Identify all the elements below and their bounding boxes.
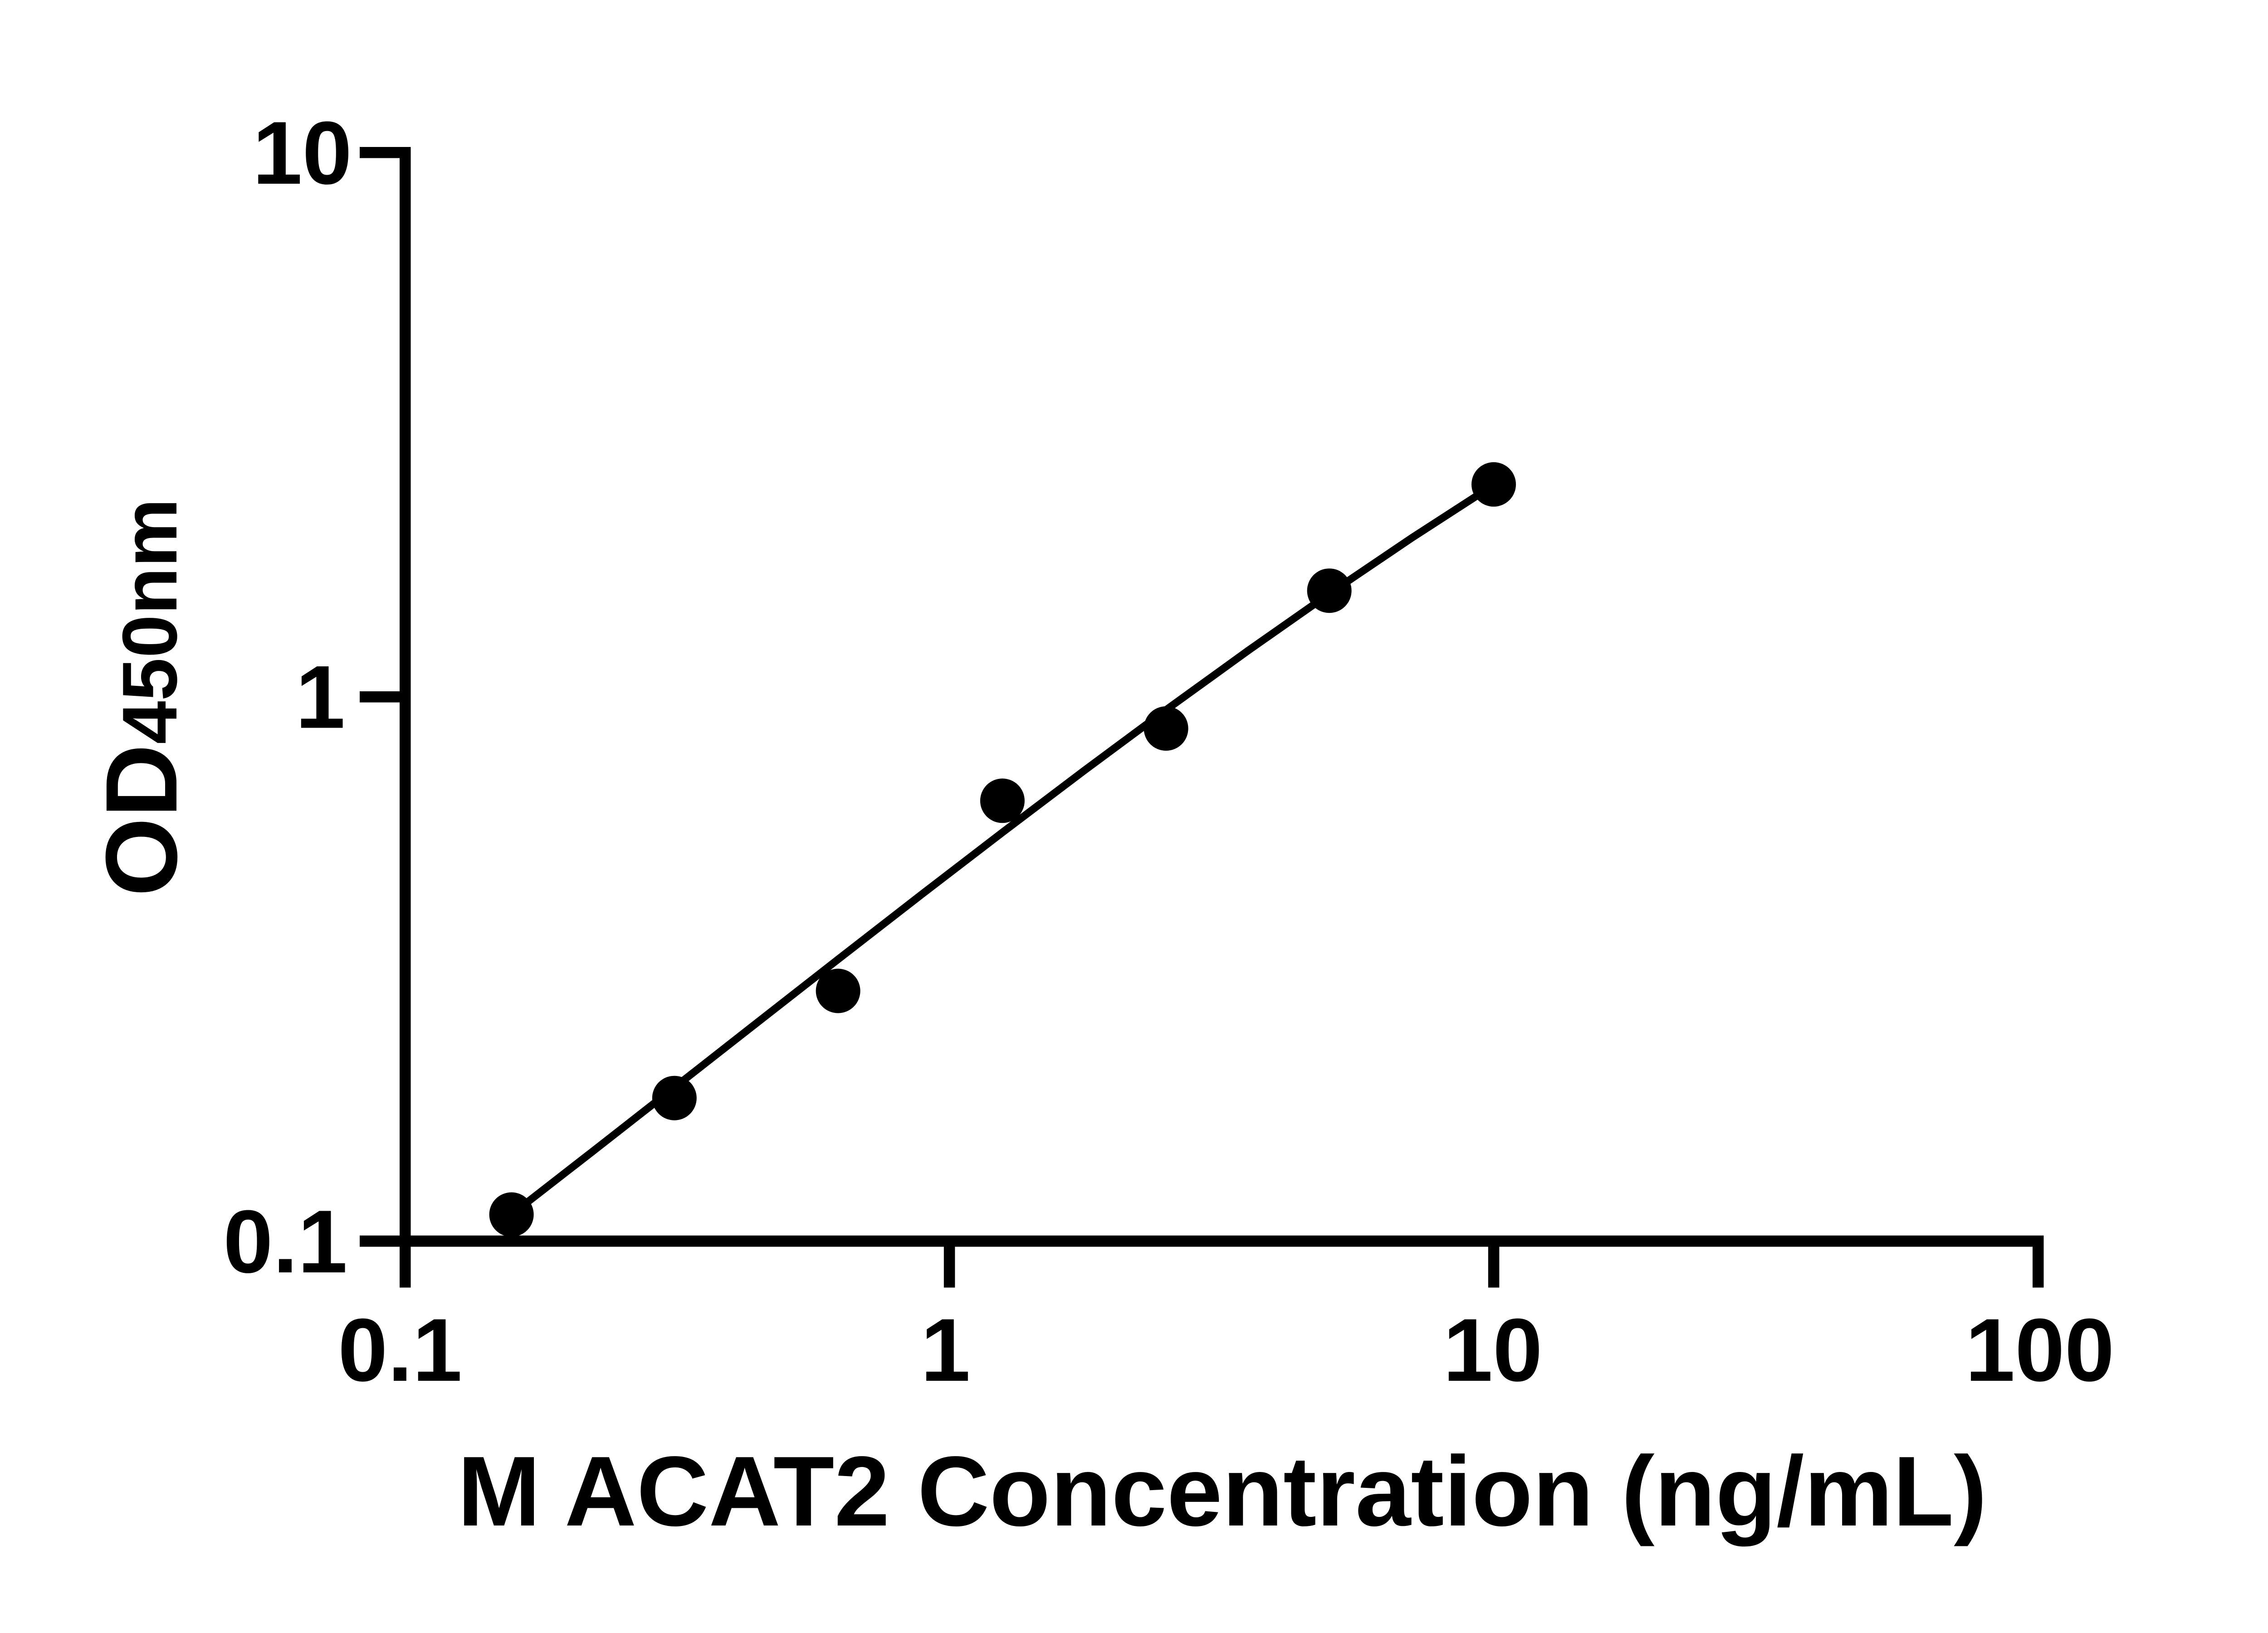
svg-text:M ACAT2 Concentration (ng/mL): M ACAT2 Concentration (ng/mL) (458, 1436, 1987, 1547)
svg-text:0.1: 0.1 (223, 1192, 347, 1291)
svg-text:100: 100 (1965, 1300, 2115, 1400)
svg-text:1: 1 (295, 647, 345, 747)
svg-text:0.1: 0.1 (338, 1300, 462, 1400)
svg-text:10: 10 (1443, 1300, 1542, 1400)
svg-text:10: 10 (253, 103, 352, 203)
svg-text:1: 1 (921, 1300, 971, 1400)
